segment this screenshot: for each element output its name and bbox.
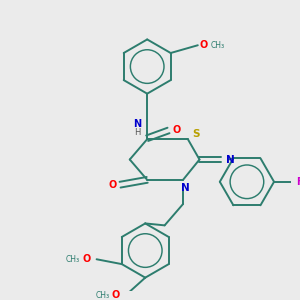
Text: H: H bbox=[134, 128, 141, 137]
Text: CH₃: CH₃ bbox=[66, 255, 80, 264]
Text: O: O bbox=[172, 125, 180, 136]
Text: CH₃: CH₃ bbox=[95, 291, 110, 300]
Text: F: F bbox=[296, 177, 300, 187]
Text: S: S bbox=[192, 129, 200, 139]
Text: N: N bbox=[226, 154, 234, 164]
Text: N: N bbox=[181, 183, 189, 193]
Text: O: O bbox=[82, 254, 91, 264]
Text: O: O bbox=[200, 40, 208, 50]
Text: O: O bbox=[112, 290, 120, 300]
Text: O: O bbox=[108, 180, 116, 190]
Text: N: N bbox=[134, 119, 142, 129]
Text: CH₃: CH₃ bbox=[210, 41, 224, 50]
